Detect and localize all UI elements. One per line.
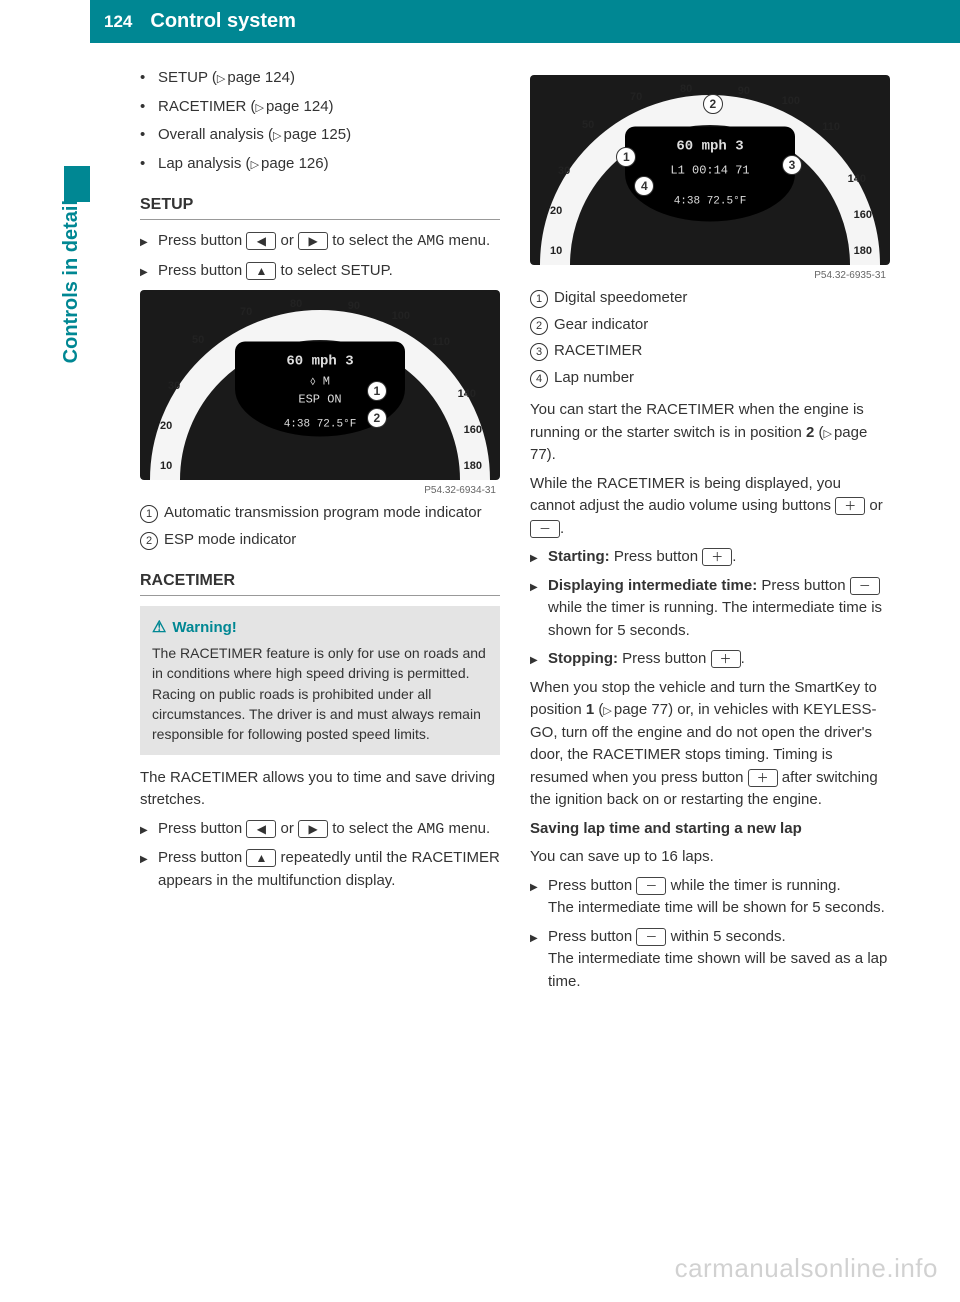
plus-button-icon: ＋ — [835, 497, 865, 515]
warning-box: ⚠Warning! The RACETIMER feature is only … — [140, 606, 500, 755]
page-number: 124 — [90, 0, 140, 43]
right-arrow-button-icon: ▶ — [298, 232, 328, 250]
up-arrow-button-icon: ▲ — [246, 849, 276, 867]
sub-heading: Saving lap time and starting a new lap — [530, 818, 890, 841]
side-tab — [64, 166, 90, 202]
callout-2: 2 — [367, 408, 387, 428]
callout-1: 1 — [367, 381, 387, 401]
section-racetimer: RACETIMER — [140, 569, 500, 596]
left-column: •SETUP (page 124) •RACETIMER (page 124) … — [140, 67, 500, 999]
instruction-row: Displaying intermediate time: Press butt… — [530, 575, 890, 643]
figure-code: P54.32-6934-31 — [424, 483, 496, 498]
section-setup: SETUP — [140, 193, 500, 220]
paragraph: While the RACETIMER is being displayed, … — [530, 473, 890, 541]
right-column: 10 20 30 50 70 80 90 100 110 140 160 180 — [530, 67, 890, 999]
minus-button-icon: － — [850, 577, 880, 595]
figure-code: P54.32-6935-31 — [814, 268, 886, 283]
paragraph: When you stop the vehicle and turn the S… — [530, 677, 890, 812]
topic-list: •SETUP (page 124) •RACETIMER (page 124) … — [140, 67, 500, 175]
legend-item: 2Gear indicator — [530, 314, 890, 337]
legend-item: 2ESP mode indicator — [140, 529, 500, 552]
right-arrow-button-icon: ▶ — [298, 820, 328, 838]
left-arrow-button-icon: ◀ — [246, 232, 276, 250]
legend-item: 1Digital speedometer — [530, 287, 890, 310]
page-header: 124 Control system — [90, 0, 960, 43]
minus-button-icon: － — [636, 877, 666, 895]
instruction-row: Press button － while the timer is runnin… — [530, 875, 890, 920]
paragraph: You can save up to 16 laps. — [530, 846, 890, 869]
gauge-setup-figure: 10 20 30 50 70 80 90 100 110 140 160 180 — [140, 290, 500, 480]
instruction-row: Press button － within 5 seconds. The int… — [530, 926, 890, 994]
left-arrow-button-icon: ◀ — [246, 820, 276, 838]
instruction-row: Press button ▲ repeatedly until the RACE… — [140, 847, 500, 892]
callout-2: 2 — [703, 94, 723, 114]
callout-4: 4 — [634, 176, 654, 196]
up-arrow-button-icon: ▲ — [246, 262, 276, 280]
warning-body: The RACETIMER feature is only for use on… — [152, 643, 488, 744]
instruction-row: Press button ◀ or ▶ to select the AMG me… — [140, 818, 500, 842]
instruction-row: Press button ▲ to select SETUP. — [140, 260, 500, 283]
plus-button-icon: ＋ — [711, 650, 741, 668]
side-section-label: Controls in detail — [60, 200, 83, 400]
paragraph: The RACETIMER allows you to time and sav… — [140, 767, 500, 812]
instruction-row: Press button ◀ or ▶ to select the AMG me… — [140, 230, 500, 254]
legend-item: 4Lap number — [530, 367, 890, 390]
instruction-row: Starting: Press button ＋. — [530, 546, 890, 569]
legend-item: 1Automatic transmission program mode ind… — [140, 502, 500, 525]
watermark: carmanualsonline.info — [675, 1253, 938, 1284]
paragraph: You can start the RACETIMER when the eng… — [530, 399, 890, 467]
header-title: Control system — [140, 0, 960, 43]
minus-button-icon: － — [530, 520, 560, 538]
legend-item: 3RACETIMER — [530, 340, 890, 363]
plus-button-icon: ＋ — [748, 769, 778, 787]
callout-3: 3 — [782, 155, 802, 175]
warning-icon: ⚠ — [152, 616, 166, 639]
instruction-row: Stopping: Press button ＋. — [530, 648, 890, 671]
plus-button-icon: ＋ — [702, 548, 732, 566]
gauge-racetimer-figure: 10 20 30 50 70 80 90 100 110 140 160 180 — [530, 75, 890, 265]
minus-button-icon: － — [636, 928, 666, 946]
